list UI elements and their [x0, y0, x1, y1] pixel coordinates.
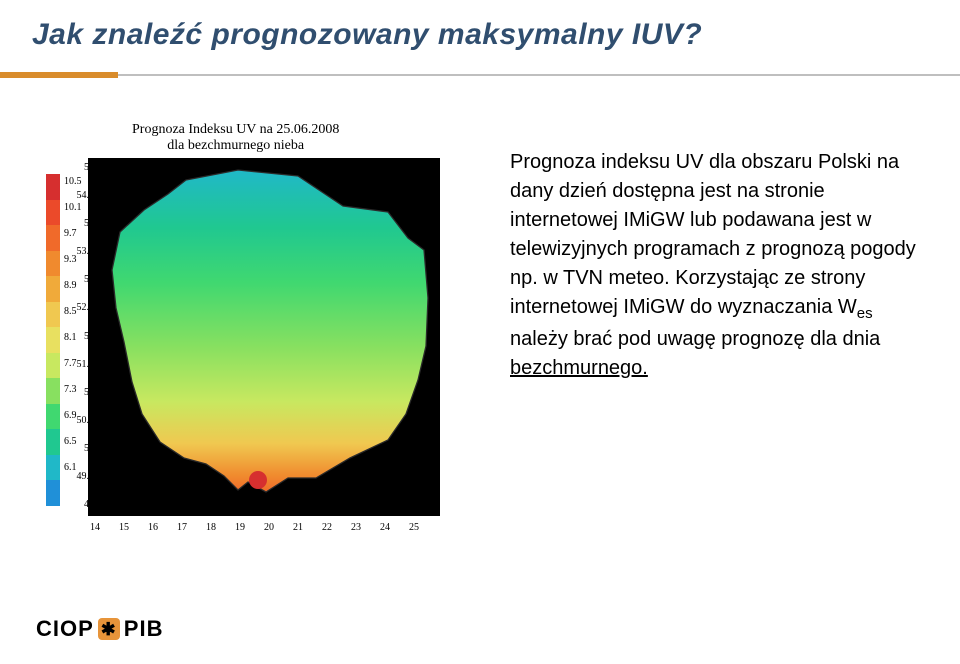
- body-text-part1: Prognoza indeksu UV dla obszaru Polski n…: [510, 151, 916, 318]
- colorbar-segment: [46, 276, 60, 302]
- x-axis-tick: 25: [409, 522, 419, 533]
- poland-map-svg: [88, 158, 440, 516]
- colorbar-label: 6.9: [64, 410, 88, 421]
- x-axis-tick: 22: [322, 522, 332, 533]
- y-axis-tick: 54.5: [66, 190, 94, 201]
- figure-bottom-margin: [42, 516, 464, 538]
- colorbar-label: 8.9: [64, 280, 88, 291]
- page-title: Jak znaleźć prognozowany maksymalny IUV?: [32, 18, 702, 52]
- x-axis-tick: 18: [206, 522, 216, 533]
- figure-caption: Prognoza Indeksu UV na 25.06.2008 dla be…: [132, 122, 339, 154]
- colorbar-segment: [46, 378, 60, 404]
- rule-accent: [0, 72, 118, 78]
- colorbar-label: 7.3: [64, 384, 88, 395]
- x-axis-tick: 15: [119, 522, 129, 533]
- colorbar: [46, 174, 60, 506]
- colorbar-label: 8.5: [64, 306, 88, 317]
- colorbar-segment: [46, 302, 60, 328]
- colorbar-segment: [46, 455, 60, 481]
- x-axis-tick: 19: [235, 522, 245, 533]
- colorbar-label: 10.5: [64, 176, 88, 187]
- figure-plot-area: [88, 158, 440, 516]
- figure-caption-line2: dla bezchmurnego nieba: [167, 138, 304, 153]
- rule-gray: [118, 74, 960, 76]
- colorbar-segment: [46, 200, 60, 226]
- colorbar-label: 7.7: [64, 358, 88, 369]
- colorbar-label: 10.1: [64, 202, 88, 213]
- x-axis-tick: 17: [177, 522, 187, 533]
- x-axis-tick: 16: [148, 522, 158, 533]
- y-axis-tick: 55: [66, 162, 94, 173]
- logo-text-ciop: CIOP: [36, 616, 94, 642]
- colorbar-segment: [46, 404, 60, 430]
- body-text-underlined: bezchmurnego.: [510, 357, 648, 379]
- logo-star-icon: ✱: [98, 618, 120, 640]
- colorbar-segment: [46, 251, 60, 277]
- colorbar-segment: [46, 429, 60, 455]
- colorbar-label: 9.7: [64, 228, 88, 239]
- body-text-part2: należy brać pod uwagę prognozę dla dnia: [510, 328, 880, 350]
- x-axis-tick: 21: [293, 522, 303, 533]
- x-axis-tick: 20: [264, 522, 274, 533]
- uv-map-figure: Prognoza Indeksu UV na 25.06.2008 dla be…: [42, 118, 464, 538]
- figure-caption-line1: Prognoza Indeksu UV na 25.06.2008: [132, 122, 339, 137]
- colorbar-label: 9.3: [64, 254, 88, 265]
- x-axis-tick: 24: [380, 522, 390, 533]
- colorbar-segment: [46, 480, 60, 506]
- colorbar-segment: [46, 353, 60, 379]
- body-text-subscript: es: [857, 305, 873, 322]
- x-axis-tick: 23: [351, 522, 361, 533]
- x-axis-tick: 14: [90, 522, 100, 533]
- colorbar-segment: [46, 327, 60, 353]
- body-paragraph: Prognoza indeksu UV dla obszaru Polski n…: [510, 148, 918, 383]
- logo-text-pib: PIB: [124, 616, 164, 642]
- y-axis-tick: 49: [66, 499, 94, 510]
- colorbar-label: 6.1: [64, 462, 88, 473]
- colorbar-segment: [46, 174, 60, 200]
- colorbar-segment: [46, 225, 60, 251]
- ciop-pib-logo: CIOP ✱ PIB: [36, 616, 163, 642]
- colorbar-label: 6.5: [64, 436, 88, 447]
- colorbar-label: 8.1: [64, 332, 88, 343]
